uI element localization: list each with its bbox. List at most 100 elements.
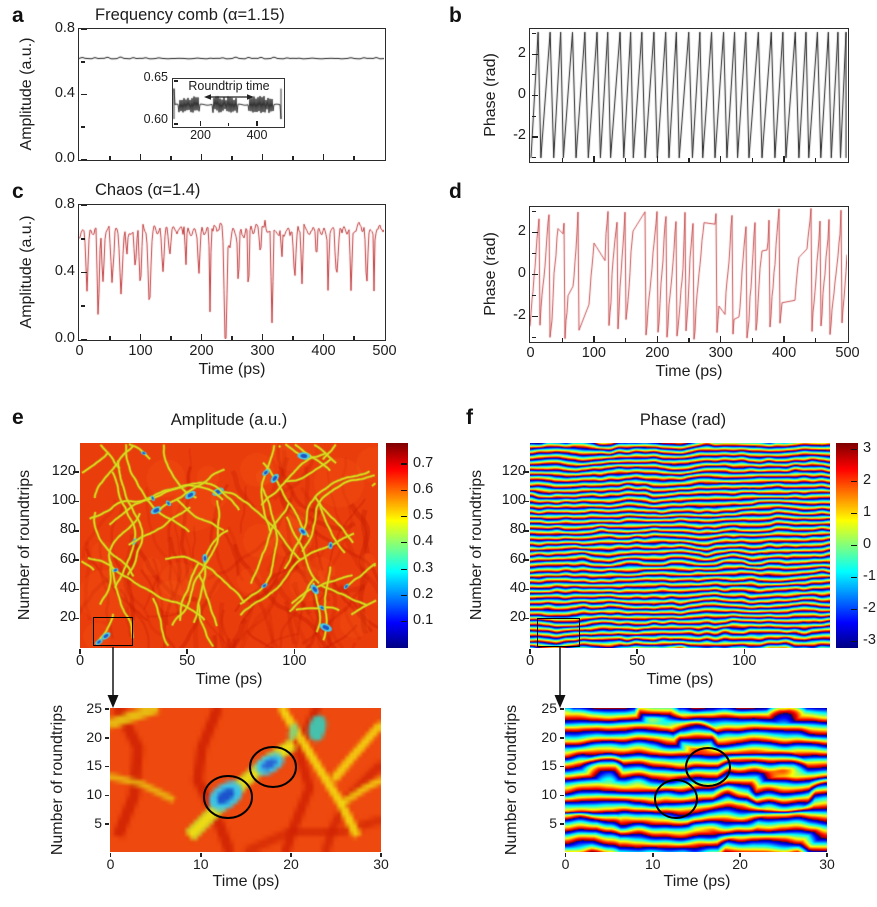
roundtrip-time-annotation: Roundtrip time bbox=[188, 79, 270, 93]
panel-c-title: Chaos (α=1.4) bbox=[95, 181, 201, 199]
tick-label: 200 bbox=[645, 345, 670, 361]
tick-label: 10 bbox=[193, 856, 209, 872]
tick-mark bbox=[73, 471, 79, 473]
tick-label: 5 bbox=[549, 815, 557, 832]
tick-label: 10 bbox=[645, 856, 661, 872]
tick-mark bbox=[81, 338, 87, 341]
tick-mark bbox=[532, 273, 538, 276]
tick-mark bbox=[109, 853, 112, 857]
tick-label: 0.60 bbox=[143, 111, 168, 126]
tick-label: 0.4 bbox=[54, 263, 75, 280]
minor-tick-mark bbox=[81, 305, 85, 307]
colorbar-tick-label: 1 bbox=[863, 503, 872, 520]
tick-label: 400 bbox=[246, 128, 268, 142]
panel-e-amplitude-heatmap bbox=[80, 443, 378, 648]
panel-c-xlabel: Time (ps) bbox=[198, 361, 266, 378]
tick-mark bbox=[81, 204, 87, 207]
colorbar-tick-mark bbox=[851, 576, 857, 578]
tick-label: 30 bbox=[819, 856, 835, 872]
tick-mark bbox=[293, 649, 296, 654]
panel-letter-b: b bbox=[449, 4, 462, 27]
minor-tick-mark bbox=[751, 157, 753, 162]
tick-label: 0 bbox=[525, 653, 535, 669]
tick-label: 50 bbox=[629, 653, 646, 669]
tick-mark bbox=[73, 588, 79, 591]
tick-label: 0.65 bbox=[143, 69, 168, 84]
tick-label: 20 bbox=[732, 856, 748, 872]
tick-label: 300 bbox=[250, 343, 275, 359]
tick-label: 20 bbox=[59, 609, 76, 626]
minor-tick-mark bbox=[532, 74, 536, 76]
tick-mark bbox=[174, 123, 178, 125]
tick-mark bbox=[532, 231, 538, 234]
tick-label: 100 bbox=[732, 653, 757, 669]
tick-mark bbox=[532, 94, 538, 97]
tick-mark bbox=[560, 823, 564, 825]
panel-a-inset-frame bbox=[172, 78, 285, 128]
tick-label: 100 bbox=[51, 492, 76, 509]
panel-letter-f: f bbox=[466, 406, 473, 429]
panel-a-plot-frame bbox=[78, 28, 386, 161]
tick-label: 60 bbox=[59, 550, 76, 567]
tick-mark bbox=[199, 121, 202, 126]
tick-label: 400 bbox=[771, 345, 797, 361]
colorbar-tick-label: 0.1 bbox=[413, 612, 434, 629]
minor-tick-mark bbox=[353, 155, 355, 160]
tick-mark bbox=[593, 335, 595, 342]
tick-mark bbox=[79, 649, 81, 654]
tick-mark bbox=[529, 649, 531, 654]
tick-mark bbox=[81, 28, 87, 31]
panel-letter-a: a bbox=[12, 4, 24, 27]
minor-tick-mark bbox=[228, 123, 230, 126]
minor-tick-mark bbox=[532, 33, 536, 35]
tick-mark bbox=[523, 559, 529, 561]
colorbar-tick-mark bbox=[851, 640, 857, 642]
tick-label: 40 bbox=[509, 579, 526, 596]
panel-a-inset-trace bbox=[173, 79, 283, 126]
tick-mark bbox=[200, 333, 203, 340]
colorbar-tick-label: 0.3 bbox=[413, 559, 434, 576]
tick-label: 0 bbox=[517, 86, 526, 103]
tick-label: 200 bbox=[190, 128, 211, 142]
tick-mark bbox=[81, 93, 87, 96]
panel-b-plot-frame bbox=[529, 28, 849, 163]
tick-mark bbox=[532, 53, 538, 56]
panel-f-zoom-ylabel: Number of roundtrips bbox=[503, 704, 520, 856]
minor-tick-mark bbox=[625, 337, 627, 342]
minor-tick-mark bbox=[815, 337, 817, 342]
tick-mark bbox=[81, 158, 87, 161]
panel-e-title: Amplitude (a.u.) bbox=[170, 411, 288, 429]
tick-mark bbox=[186, 649, 188, 654]
minor-tick-mark bbox=[751, 337, 753, 342]
tick-mark bbox=[560, 708, 564, 710]
tick-label: 100 bbox=[501, 492, 526, 509]
colorbar-tick-mark bbox=[851, 480, 857, 482]
tick-label: 20 bbox=[509, 609, 526, 626]
tick-label: 0.8 bbox=[54, 196, 75, 213]
minor-tick-mark bbox=[170, 155, 172, 160]
tick-mark bbox=[105, 794, 109, 797]
minor-tick-mark bbox=[109, 155, 111, 160]
tick-mark bbox=[560, 737, 564, 739]
tick-mark bbox=[261, 333, 264, 340]
tick-mark bbox=[261, 153, 264, 160]
tick-mark bbox=[656, 335, 659, 342]
tick-label: 5 bbox=[94, 815, 102, 832]
tick-mark bbox=[73, 617, 79, 620]
panel-c-amplitude-trace bbox=[79, 205, 384, 339]
tick-label: 100 bbox=[282, 653, 307, 669]
tick-mark bbox=[174, 80, 178, 82]
tick-mark bbox=[656, 155, 659, 162]
minor-tick-mark bbox=[561, 337, 563, 342]
tick-mark bbox=[560, 765, 564, 768]
tick-label: 2 bbox=[517, 223, 526, 240]
colorbar-tick-mark bbox=[851, 448, 857, 450]
tick-label: 10 bbox=[541, 786, 557, 803]
colorbar-tick-mark bbox=[851, 608, 857, 610]
tick-label: 20 bbox=[283, 856, 299, 872]
minor-tick-mark bbox=[231, 155, 233, 160]
tick-mark bbox=[73, 559, 79, 561]
panel-c-plot-frame bbox=[78, 204, 386, 341]
tick-label: -2 bbox=[513, 127, 526, 144]
